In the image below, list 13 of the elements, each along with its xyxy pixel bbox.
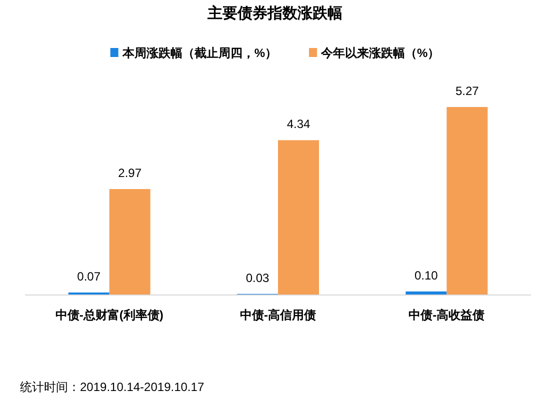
x-tick-label: 中债-高信用债 (240, 308, 316, 322)
data-label: 4.34 (286, 117, 310, 132)
legend-label: 今年以来涨跌幅（%） (321, 46, 440, 60)
annotation: 统计时间：2019.10.14-2019.10.17 (20, 380, 204, 394)
legend-label: 本周涨跌幅（截止周四，%） (122, 46, 277, 60)
x-tick-label: 中债-总财富(利率债) (55, 308, 164, 322)
data-label: 2.97 (118, 166, 142, 180)
data-label: 0.10 (414, 268, 438, 282)
title: 主要债券指数涨跌幅 (208, 5, 342, 22)
data-label: 0.07 (77, 270, 101, 284)
x-tick-label: 中债-高收益债 (408, 308, 485, 322)
data-label: 5.27 (455, 84, 479, 98)
data-label: 0.03 (246, 270, 270, 285)
